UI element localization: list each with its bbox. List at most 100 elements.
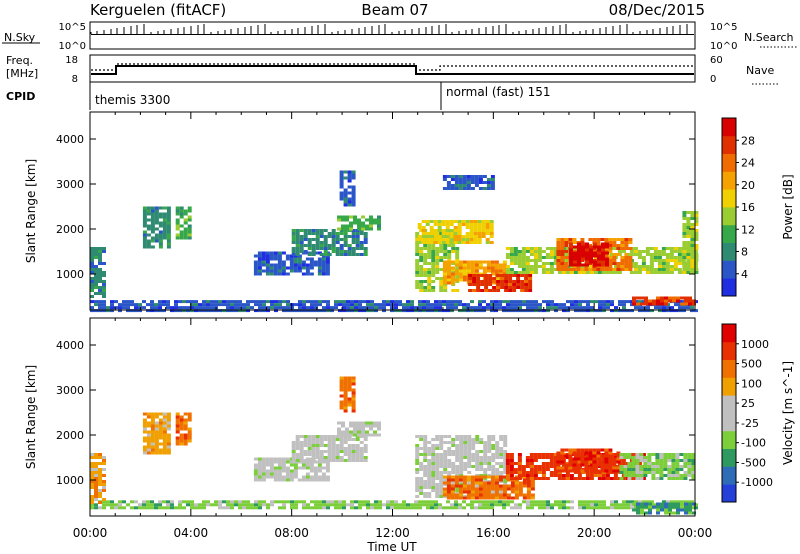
echo-cell — [363, 247, 368, 250]
echo-cell — [218, 500, 222, 504]
echo-cell — [265, 475, 270, 479]
echo-cell — [311, 438, 316, 441]
echo-cell — [517, 253, 522, 256]
echo-cell — [303, 444, 308, 447]
echo-cell — [613, 247, 618, 250]
echo-cell — [305, 257, 310, 261]
echo-cell — [467, 465, 472, 468]
echo-cell — [347, 447, 352, 450]
echo-cell — [558, 506, 562, 510]
echo-cell — [659, 459, 664, 462]
echo-cell — [315, 247, 320, 250]
echo-cell — [454, 303, 458, 307]
echo-cell — [471, 438, 476, 441]
echo-cell — [564, 262, 569, 265]
echo-cell — [314, 503, 318, 507]
echo-cell — [175, 236, 180, 240]
echo-cell — [253, 466, 258, 470]
echo-cell — [122, 500, 126, 504]
echo-cell — [198, 303, 202, 307]
echo-cell — [446, 500, 450, 504]
echo-cell — [478, 306, 482, 310]
echo-cell — [363, 232, 368, 235]
echo-cell — [612, 238, 617, 241]
echo-cell — [98, 492, 102, 495]
echo-cell — [90, 283, 94, 286]
echo-cell — [690, 238, 695, 241]
echo-cell — [351, 250, 356, 253]
echo-cell — [578, 303, 582, 307]
echo-cell — [529, 459, 534, 462]
echo-cell — [572, 448, 577, 452]
echo-cell — [474, 184, 479, 187]
echo-cell — [651, 477, 656, 480]
echo-cell — [589, 251, 593, 255]
echo-cell — [651, 453, 656, 456]
echo-cell — [265, 463, 270, 467]
colorbar-swatch — [722, 341, 736, 360]
echo-cell — [620, 247, 625, 250]
echo-cell — [307, 244, 312, 247]
echo-cell — [488, 283, 493, 286]
nsearch-tick-bottom: 10^0 — [710, 41, 737, 52]
echo-cell — [323, 235, 328, 238]
echo-cell — [242, 503, 246, 507]
echo-cell — [556, 463, 561, 467]
echo-cell — [605, 263, 609, 267]
echo-cell — [162, 233, 167, 237]
echo-cell — [378, 506, 382, 510]
echo-cell — [351, 397, 356, 401]
echo-cell — [281, 478, 286, 482]
echo-cell — [394, 303, 398, 307]
echo-cell — [162, 218, 167, 222]
echo-cell — [647, 465, 652, 468]
echo-cell — [470, 266, 475, 270]
echo-cell — [455, 453, 460, 456]
echo-cell — [290, 506, 294, 510]
echo-cell — [503, 444, 508, 447]
echo-cell — [427, 495, 432, 498]
echo-cell — [257, 251, 262, 255]
echo-cell — [410, 303, 414, 307]
echo-cell — [478, 187, 483, 190]
echo-cell — [592, 466, 597, 470]
echo-cell — [586, 309, 590, 313]
echo-cell — [509, 474, 514, 477]
echo-cell — [680, 508, 684, 512]
echo-cell — [299, 435, 304, 438]
echo-cell — [498, 300, 502, 304]
echo-cell — [683, 477, 688, 480]
echo-cell — [150, 212, 155, 216]
echo-cell — [425, 238, 430, 241]
echo-cell — [566, 500, 570, 504]
echo-cell — [597, 254, 601, 258]
echo-cell — [278, 506, 282, 510]
echo-cell — [463, 441, 468, 444]
echo-cell — [643, 474, 648, 477]
echo-cell — [520, 286, 525, 289]
echo-cell — [295, 435, 300, 438]
echo-cell — [102, 292, 106, 295]
echo-cell — [415, 447, 420, 450]
echo-cell — [451, 468, 456, 471]
echo-cell — [529, 265, 534, 268]
echo-cell — [242, 506, 246, 510]
echo-cell — [439, 495, 444, 498]
echo-cell — [183, 209, 188, 213]
echo-cell — [327, 438, 332, 441]
echo-cell — [635, 462, 640, 465]
echo-cell — [690, 256, 695, 259]
echo-cell — [286, 303, 290, 307]
echo-cell — [694, 235, 699, 238]
echo-cell — [454, 506, 458, 510]
echo-cell — [578, 503, 582, 507]
echo-cell — [462, 266, 467, 270]
echo-cell — [667, 459, 672, 462]
echo-cell — [562, 506, 566, 510]
echo-cell — [142, 306, 146, 310]
echo-cell — [437, 220, 442, 223]
echo-cell — [301, 272, 306, 276]
echo-cell — [561, 477, 566, 480]
echo-cell — [250, 306, 254, 310]
echo-cell — [179, 433, 184, 437]
